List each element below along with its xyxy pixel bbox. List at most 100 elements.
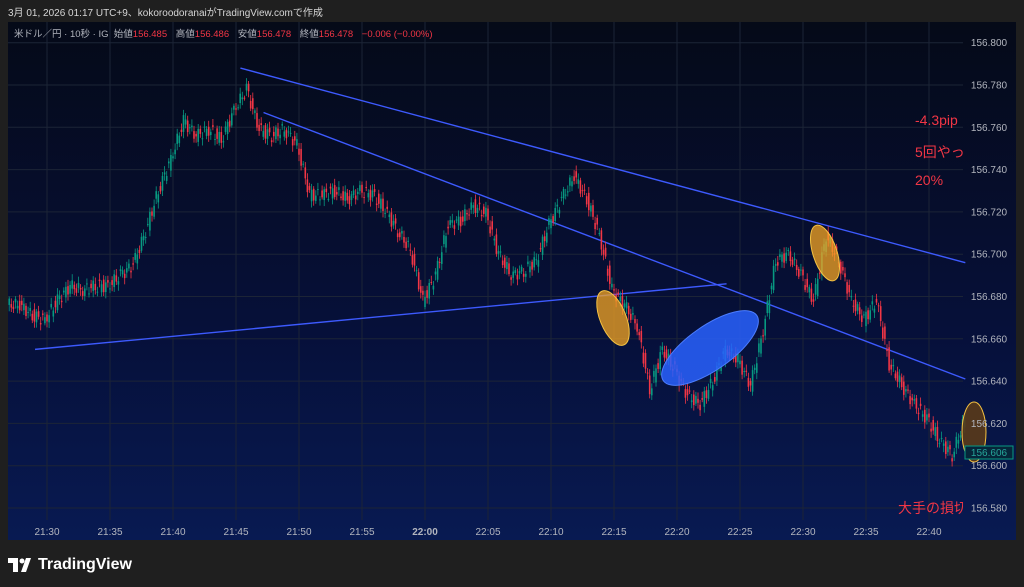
candle	[291, 136, 294, 152]
candle	[932, 416, 934, 435]
candle	[98, 273, 101, 288]
candle	[388, 210, 391, 224]
candle	[592, 199, 594, 220]
highlight-ellipse-orange[interactable]	[590, 286, 636, 350]
candle	[489, 220, 491, 237]
candle	[117, 276, 120, 291]
candle	[548, 215, 550, 230]
chart-caption: 3月 01, 2026 01:17 UTC+9、kokoroodoranaiがT…	[8, 8, 323, 19]
candle	[491, 215, 493, 236]
candle	[487, 205, 489, 226]
candle	[613, 283, 615, 297]
candle	[537, 254, 540, 273]
candle	[516, 268, 519, 286]
candle	[29, 301, 31, 317]
candle	[819, 270, 821, 279]
candle	[959, 430, 962, 441]
candle	[934, 422, 937, 441]
highlights	[590, 222, 987, 463]
candle	[325, 183, 328, 198]
candle	[338, 181, 340, 196]
candle	[852, 299, 855, 313]
candle	[533, 251, 535, 271]
candle	[789, 246, 792, 267]
trendline[interactable]	[263, 111, 966, 380]
candle	[14, 296, 17, 309]
candle	[630, 308, 632, 323]
candle	[415, 265, 418, 277]
candle	[58, 290, 61, 305]
candle	[308, 182, 311, 193]
candle	[378, 189, 380, 209]
candle	[132, 256, 134, 271]
candle	[459, 211, 462, 233]
candle	[142, 229, 145, 246]
symbol-label[interactable]: 米ドル／円 · 10秒 · IG	[14, 29, 109, 40]
candle	[361, 181, 363, 198]
candle	[84, 285, 86, 301]
candle	[596, 214, 598, 231]
candle	[583, 183, 586, 195]
low-label: 安値	[237, 29, 257, 40]
close-label: 終値	[299, 29, 319, 40]
trendlines	[34, 67, 966, 380]
candle	[648, 369, 651, 399]
candle	[88, 287, 90, 298]
candle	[709, 374, 712, 389]
candle	[714, 372, 716, 385]
candle	[945, 436, 947, 459]
candle	[455, 216, 458, 224]
current-price-label: 156.606	[964, 445, 1014, 460]
candle	[37, 305, 40, 320]
candle	[907, 384, 909, 394]
time-tick: 22:25	[727, 527, 752, 538]
candle	[102, 275, 105, 297]
candle	[121, 266, 124, 278]
candle	[894, 370, 897, 381]
candle	[394, 214, 397, 230]
tradingview-footer[interactable]: TradingView	[8, 556, 132, 574]
candle	[392, 214, 395, 229]
candle	[850, 289, 853, 301]
candle	[569, 174, 571, 193]
candle	[466, 209, 468, 221]
candle	[804, 279, 806, 293]
candle	[178, 132, 181, 148]
candle	[65, 281, 67, 303]
candle	[226, 119, 229, 141]
candle	[573, 170, 575, 185]
candle	[327, 192, 330, 202]
time-tick: 21:45	[223, 527, 248, 538]
candle	[222, 135, 225, 148]
trendline[interactable]	[240, 67, 966, 264]
candle	[436, 256, 439, 283]
candle	[432, 280, 435, 295]
candle	[693, 390, 695, 411]
candle	[441, 245, 443, 271]
candle	[18, 294, 21, 314]
candle	[913, 394, 916, 405]
price-chart[interactable]: 156.800 156.780 156.760 156.740 156.720 156.7…	[8, 22, 1016, 540]
candle	[191, 119, 193, 132]
time-tick: 21:40	[160, 527, 185, 538]
candle	[161, 172, 164, 197]
candle	[298, 142, 300, 162]
time-tick: 22:15	[601, 527, 626, 538]
candle	[844, 267, 846, 282]
chart-panel[interactable]: 米ドル／円 · 10秒 · IG 始値156.485 高値156.486 安値1…	[8, 22, 1016, 540]
candle	[518, 265, 521, 280]
highlight-ellipse-blue[interactable]	[651, 297, 770, 398]
time-axis: 21:30 21:35 21:40 21:45 21:50 21:55 22:00 22:05…	[34, 527, 941, 538]
svg-text:156.606: 156.606	[971, 448, 1008, 459]
candle	[426, 285, 428, 304]
candle	[957, 433, 960, 449]
high-value: 156.486	[194, 29, 230, 40]
candle	[743, 367, 745, 378]
candle	[772, 259, 775, 294]
candle	[600, 227, 603, 256]
candle	[911, 393, 913, 407]
price-tick: 156.600	[971, 461, 1008, 472]
candle	[434, 268, 437, 281]
candle	[495, 228, 498, 257]
highlight-ellipse-orange[interactable]	[805, 222, 846, 285]
